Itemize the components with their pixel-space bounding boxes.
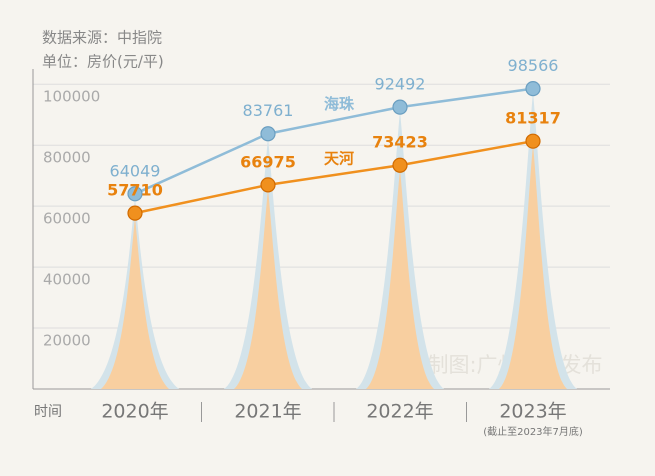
data-label: 98566	[508, 56, 559, 75]
data-label: 64049	[110, 161, 161, 180]
y-tick-label: 100000	[43, 88, 100, 106]
data-label: 83761	[243, 101, 294, 120]
point	[260, 126, 276, 142]
point	[127, 205, 143, 221]
point	[392, 99, 408, 115]
spike	[499, 145, 567, 389]
source: 数据来源：中指院	[42, 29, 162, 47]
point	[127, 186, 143, 202]
x-tick-label: 2023年	[499, 401, 566, 423]
y-tick-label: 80000	[43, 149, 91, 167]
point	[392, 157, 408, 173]
series-name: 海珠	[324, 95, 355, 113]
data-label: 81317	[505, 109, 561, 128]
series-name: 天河	[324, 150, 354, 168]
data-label: 66975	[240, 152, 296, 171]
series-line	[134, 139, 534, 215]
data-label: 57710	[107, 181, 163, 200]
point	[260, 177, 276, 193]
x-axis-label: 时间	[34, 404, 62, 420]
y-tick-label: 40000	[43, 271, 91, 289]
x-tick-label: 2022年	[366, 401, 433, 423]
unit: 单位：房价(元/平)	[42, 53, 164, 71]
spike	[234, 188, 302, 389]
series-line	[134, 87, 534, 195]
point	[525, 81, 541, 97]
spike	[101, 217, 169, 389]
x-tick-label: 2021年	[234, 401, 301, 423]
x-tick-label: 2020年	[101, 401, 168, 423]
point	[525, 133, 541, 149]
y-tick-label: 60000	[43, 210, 91, 228]
y-tick-label: 20000	[43, 332, 91, 350]
data-label: 92492	[375, 75, 426, 94]
note: (截止至2023年7月底)	[483, 425, 583, 438]
data-label: 73423	[372, 133, 428, 152]
spike	[366, 169, 434, 389]
